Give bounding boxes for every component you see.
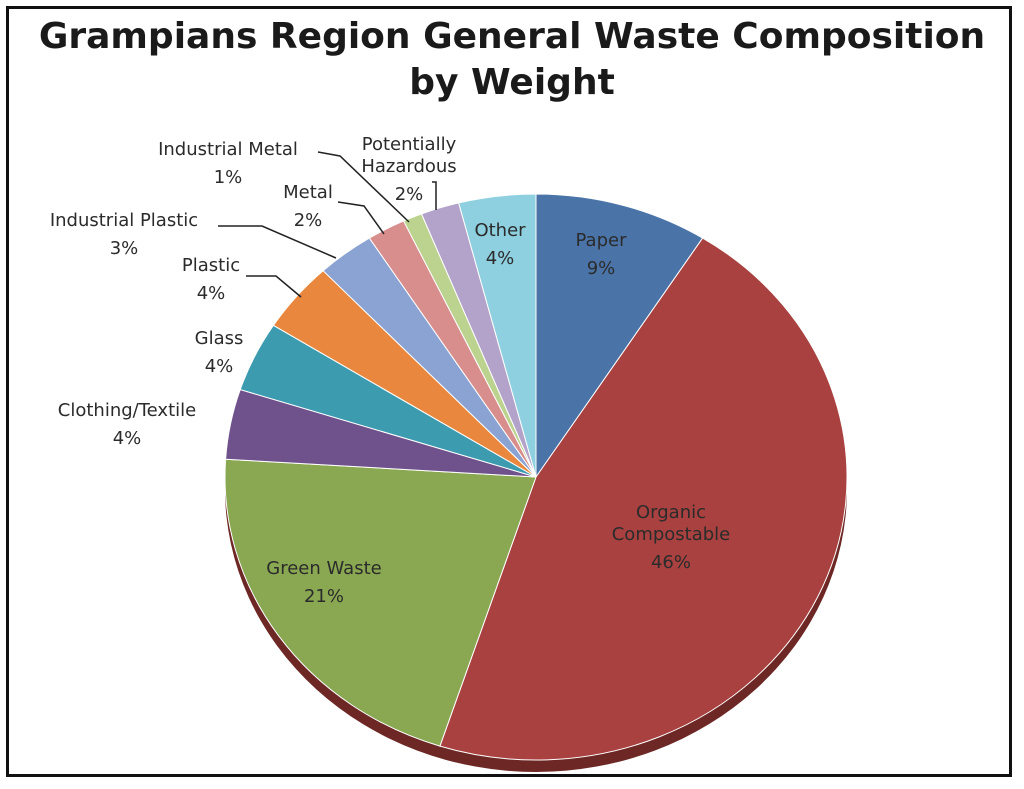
slice-value-organic-compostable: 46%: [651, 552, 691, 573]
chart-title-line-2: by Weight: [409, 62, 615, 103]
slice-value-industrial-plastic: 3%: [110, 238, 139, 259]
slice-value-clothing-textile: 4%: [113, 428, 142, 449]
chart-title-line-1: Grampians Region General Waste Compositi…: [38, 16, 986, 57]
leader-line-plastic: [246, 275, 302, 298]
leader-line-metal: [337, 201, 385, 235]
slice-other: [458, 193, 537, 478]
slice-label-industrial-plastic: Industrial Plastic: [50, 210, 198, 231]
slice-label-organic-compostable-line-1: Organic: [636, 502, 706, 523]
slice-label-potentially-hazardous-line-1: Potentially: [362, 134, 457, 155]
leader-line-potentially-hazardous: [432, 181, 437, 210]
slice-value-paper: 9%: [587, 258, 616, 279]
slice-value-glass: 4%: [205, 356, 234, 377]
leader-line-industrial-plastic: [218, 225, 337, 259]
slice-label-glass: Glass: [195, 328, 244, 349]
slice-value-plastic: 4%: [197, 283, 226, 304]
slice-value-green-waste: 21%: [304, 586, 344, 607]
slice-label-clothing-textile: Clothing/Textile: [58, 400, 196, 421]
leader-line-industrial-metal: [317, 151, 410, 223]
slice-value-other: 4%: [486, 248, 515, 269]
slice-label-other: Other: [474, 220, 526, 241]
slice-label-plastic: Plastic: [182, 255, 240, 276]
slice-label-paper: Paper: [576, 230, 628, 251]
slice-label-metal: Metal: [283, 182, 333, 203]
slice-value-industrial-metal: 1%: [214, 167, 243, 188]
slice-value-potentially-hazardous: 2%: [395, 184, 424, 205]
slice-label-green-waste: Green Waste: [266, 558, 381, 579]
slice-label-potentially-hazardous-line-2: Hazardous: [361, 156, 456, 177]
chart-title: Grampians Region General Waste Compositi…: [0, 14, 1024, 106]
slice-organic-compostable: [439, 237, 848, 761]
slice-paper: [535, 193, 704, 479]
slice-label-industrial-metal: Industrial Metal: [158, 139, 298, 160]
slice-value-metal: 2%: [294, 210, 323, 231]
slice-label-organic-compostable-line-2: Compostable: [612, 524, 731, 545]
slice-green-waste: [224, 458, 537, 747]
